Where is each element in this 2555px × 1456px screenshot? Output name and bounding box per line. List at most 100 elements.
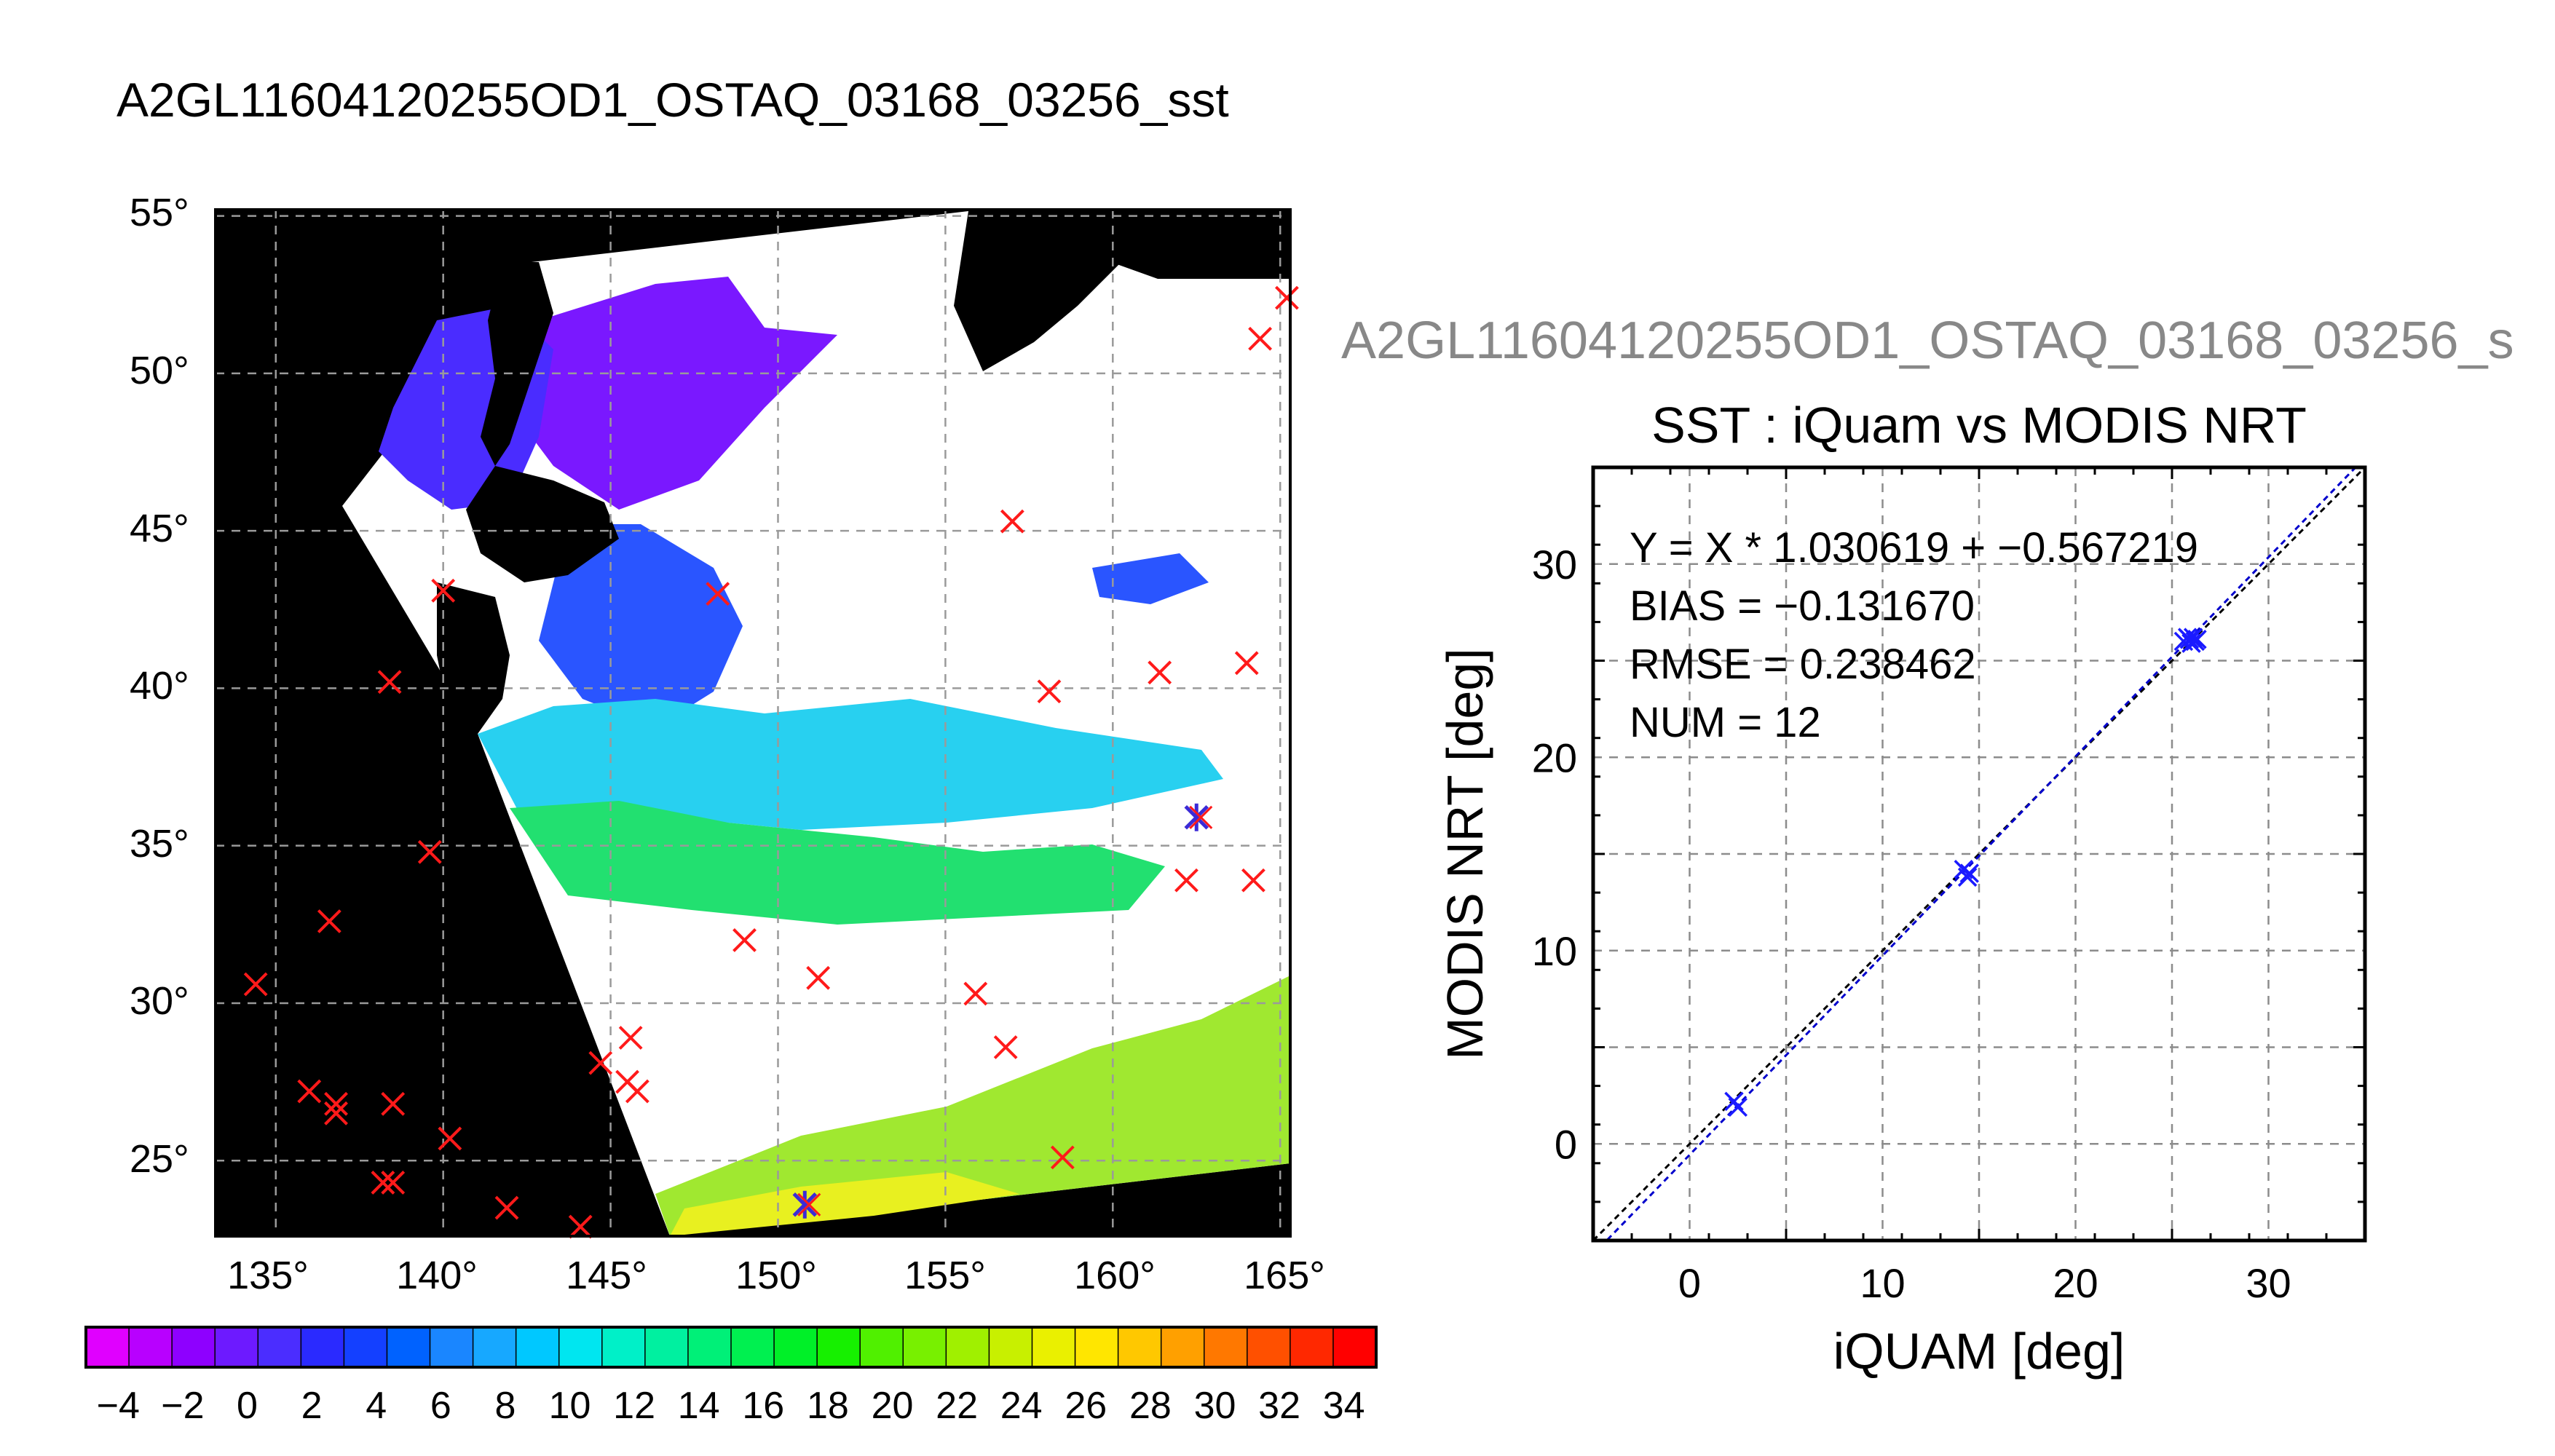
matchup-marker — [417, 839, 442, 864]
scatter-ticks — [1592, 466, 2366, 1242]
matchup-marker — [1241, 868, 1265, 893]
scatter-point — [2179, 630, 2200, 649]
matchup-marker — [706, 582, 730, 606]
colorbar-segment — [859, 1326, 904, 1368]
sst-cyan-band — [478, 699, 1223, 830]
colorbar-segment — [1247, 1326, 1292, 1368]
colorbar-segment — [343, 1326, 388, 1368]
matchup-marker — [963, 981, 988, 1006]
colorbar-segment — [558, 1326, 604, 1368]
chart-title: SST : iQuam vs MODIS NRT — [1651, 397, 2307, 454]
matchup-marker — [588, 1051, 613, 1075]
matchup-marker — [1148, 660, 1172, 685]
colorbar-tick-label: 26 — [1065, 1385, 1107, 1427]
sst-cold-okhotsk — [510, 277, 837, 510]
colorbar-segment — [128, 1326, 173, 1368]
colorbar-segment — [1117, 1326, 1163, 1368]
colorbar: −4 −2 0 2 4 6 8 10 12 14 16 18 20 22 24 26 28 30 32 34 — [84, 1326, 1378, 1427]
x-axis-label: iQUAM [deg] — [1833, 1323, 2125, 1380]
y-tick-label: 20 — [1532, 735, 1577, 780]
sst-blue-eddy — [1092, 553, 1209, 604]
lon-label: 145° — [566, 1254, 647, 1297]
matchup-marker — [618, 1026, 643, 1050]
scatter-point — [1957, 867, 1978, 887]
colorbar-segment — [429, 1326, 474, 1368]
x-tick-label: 30 — [2246, 1260, 2291, 1306]
matchup-marker — [1050, 1145, 1075, 1170]
colorbar-segment — [1031, 1326, 1076, 1368]
colorbar-segment — [1203, 1326, 1249, 1368]
y-tick-label: 0 — [1555, 1121, 1577, 1167]
colorbar-segment — [945, 1326, 990, 1368]
bias-value: BIAS = −0.131670 — [1630, 582, 1975, 630]
lon-label: 160° — [1074, 1254, 1156, 1297]
matchup-marker — [797, 1192, 821, 1216]
colorbar-frame — [84, 1326, 1378, 1369]
x-tick-label: 0 — [1678, 1260, 1701, 1306]
colorbar-tick-label: 2 — [301, 1385, 323, 1427]
colorbar-tick-label: 20 — [872, 1385, 914, 1427]
colorbar-tick-label: −2 — [161, 1385, 204, 1427]
y-tick-label: 10 — [1532, 928, 1577, 974]
lon-label: 165° — [1244, 1254, 1325, 1297]
colorbar-tick-label: 4 — [366, 1385, 387, 1427]
matchup-marker — [381, 1091, 406, 1116]
map-gridlines — [216, 210, 1290, 1236]
colorbar-segment — [171, 1326, 216, 1368]
sst-green-band — [510, 801, 1165, 925]
colorbar-tick-label: 34 — [1323, 1385, 1365, 1427]
matchup-marker — [431, 578, 456, 603]
scatter-point — [1724, 1091, 1744, 1112]
colorbar-segment — [386, 1326, 431, 1368]
matchup-marker — [568, 1214, 593, 1239]
colorbar-segments — [85, 1326, 1378, 1368]
land-hokkaido — [466, 466, 619, 582]
colorbar-tick-label: 14 — [678, 1385, 720, 1427]
matchup-marker — [1274, 285, 1299, 310]
sst-map: 55° 50° 45° 40° 35° 30° 25° 135° 140° 14… — [130, 191, 1325, 1297]
matchup-marker — [324, 1101, 348, 1125]
scatter-point — [1728, 1097, 1748, 1117]
matchup-marker — [494, 1195, 519, 1220]
colorbar-tick-label: 24 — [1000, 1385, 1043, 1427]
lat-label: 35° — [130, 822, 189, 866]
lon-label: 135° — [227, 1254, 309, 1297]
map-swath — [342, 211, 1290, 1236]
colorbar-tick-label: 22 — [936, 1385, 978, 1427]
matchup-marker — [806, 965, 831, 990]
colorbar-segment — [816, 1326, 861, 1368]
colorbar-tick-label: 32 — [1258, 1385, 1300, 1427]
regression-fit-line — [1605, 467, 2358, 1241]
fit-annotations: Y = X * 1.030619 + −0.567219 BIAS = −0.1… — [1630, 524, 2198, 746]
scatter-point — [2181, 633, 2201, 653]
num-value: NUM = 12 — [1630, 699, 1821, 746]
x-tick-labels: 0 10 20 30 — [1678, 1260, 2291, 1306]
lat-label: 45° — [130, 507, 189, 550]
colorbar-segment — [601, 1326, 647, 1368]
colorbar-segment — [1332, 1326, 1378, 1368]
matchup-marker — [1037, 679, 1062, 704]
matchup-marker — [993, 1035, 1018, 1059]
colorbar-segment — [214, 1326, 259, 1368]
colorbar-segment — [300, 1326, 345, 1368]
matched-marker — [1184, 803, 1209, 831]
scatter-header: A2GL11604120255OD1_OSTAQ_03168_03256_s — [1341, 312, 2514, 370]
lat-label: 50° — [130, 349, 189, 392]
lat-label: 30° — [130, 979, 189, 1023]
matchup-marker — [1174, 868, 1198, 893]
lon-label: 155° — [904, 1254, 986, 1297]
colorbar-labels: −4 −2 0 2 4 6 8 10 12 14 16 18 20 22 24 26 28 30 32 34 — [97, 1385, 1365, 1427]
matched-marker — [792, 1190, 818, 1219]
colorbar-tick-label: 8 — [494, 1385, 516, 1427]
colorbar-tick-label: 28 — [1129, 1385, 1172, 1427]
colorbar-tick-label: 12 — [613, 1385, 655, 1427]
colorbar-segment — [773, 1326, 818, 1368]
scatter-point — [2183, 628, 2203, 647]
matchup-marker — [324, 1091, 348, 1116]
lat-label: 55° — [130, 191, 189, 234]
land-sakhalin — [481, 262, 553, 466]
colorbar-segment — [902, 1326, 947, 1368]
scatter-plot: 0 10 20 30 0 10 20 30 Y = X * 1.030619 + −0.56… — [1437, 465, 2367, 1380]
colorbar-segment — [257, 1326, 302, 1368]
